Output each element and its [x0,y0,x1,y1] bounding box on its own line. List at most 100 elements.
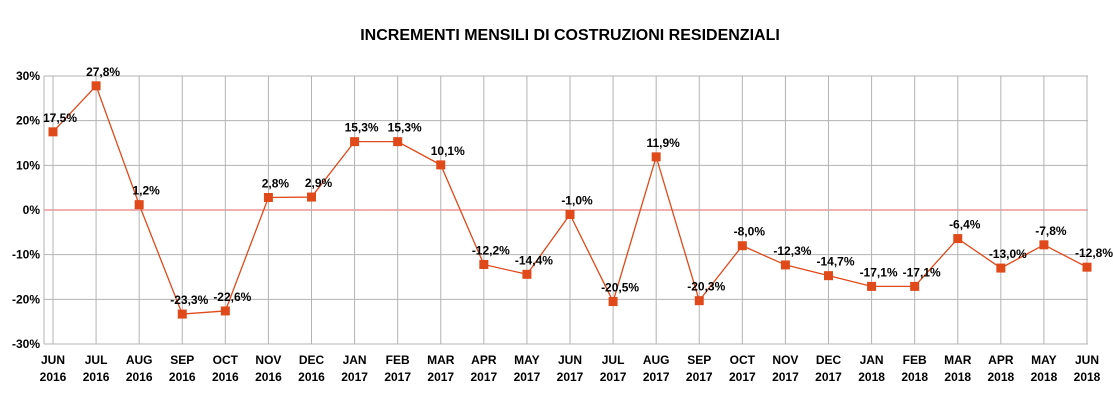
x-tick-label: OCT [213,353,239,367]
data-point [48,127,58,137]
y-tick-label: -10% [12,248,40,262]
y-tick-label: 20% [16,114,40,128]
data-label: -12,3% [773,244,811,258]
data-labels: 17,5% 27,8% 1,2% -23,3% -22,6% 2,8% 2,9% 15,3% 1… [43,65,1113,307]
x-tick-label: DEC [299,353,325,367]
data-point [737,241,747,251]
x-tick-label: 2016 [212,370,239,384]
data-label: -23,3% [170,293,208,307]
data-label: -12,8% [1075,246,1113,260]
x-tick-label: DEC [816,353,842,367]
data-label: -1,0% [561,193,593,207]
x-tick-label: 2016 [83,370,110,384]
data-point [565,209,575,219]
data-point [1039,240,1049,250]
data-point [651,152,661,162]
x-tick-label: 2016 [255,370,282,384]
data-point [780,260,790,270]
x-tick-label: 2017 [686,370,713,384]
y-tick-label: 10% [16,158,40,172]
y-tick-labels: 30% 20% 10% 0% -10% -20% -30% [12,69,40,351]
data-point [91,81,101,91]
data-label: 27,8% [86,65,120,79]
x-tick-label: JAN [343,353,367,367]
x-tick-label: JUL [602,353,625,367]
data-point [608,297,618,307]
x-tick-label: 2017 [341,370,368,384]
x-tick-label: 2017 [772,370,799,384]
x-tick-label: SEP [170,353,194,367]
y-tick-label: 0% [23,203,41,217]
x-tick-label: 2017 [643,370,670,384]
data-label: 1,2% [132,184,160,198]
x-tick-label: MAR [944,353,972,367]
x-tick-labels: JUN 2016 JUL 2016 AUG 2016 SEP 2016 OCT 2016 NOV 20… [40,353,1101,384]
x-tick-label: MAY [514,353,540,367]
x-tick-label: 2017 [470,370,497,384]
data-point [824,271,833,281]
y-tick-label: -30% [12,337,40,351]
x-tick-label: 2018 [901,370,928,384]
x-tick-label: 2017 [557,370,584,384]
data-label: -17,1% [860,265,898,279]
data-label: 15,3% [345,121,379,135]
data-point [953,234,963,244]
data-point [996,263,1006,273]
x-tick-label: JAN [860,353,884,367]
data-label: 2,8% [262,176,290,190]
data-label: -17,1% [903,265,941,279]
x-tick-label: 2017 [514,370,541,384]
x-tick-label: MAY [1031,353,1057,367]
x-tick-label: NOV [255,353,281,367]
y-tick-label: 30% [16,69,40,83]
data-label: 15,3% [388,121,422,135]
x-tick-label: 2018 [987,370,1014,384]
x-tick-label: MAR [427,353,455,367]
data-point [522,269,532,279]
x-tick-label: 2018 [1074,370,1101,384]
data-label: -20,3% [687,280,725,294]
data-point [436,160,446,170]
x-tick-label: FEB [386,353,410,367]
x-tick-label: 2016 [40,370,67,384]
x-tick-label: APR [988,353,1014,367]
x-tick-label: 2016 [298,370,325,384]
x-tick-label: 2018 [858,370,885,384]
x-tick-label: 2017 [427,370,454,384]
data-point [1082,262,1092,272]
x-tick-label: JUN [41,353,65,367]
x-tick-label: 2017 [729,370,756,384]
x-tick-label: NOV [772,353,798,367]
data-point [220,306,230,316]
data-label: -13,0% [989,247,1027,261]
x-tick-label: 2017 [600,370,627,384]
data-point [867,281,877,291]
data-point [177,309,187,319]
data-label: 11,9% [646,136,680,150]
x-tick-label: OCT [730,353,756,367]
y-tick-label: -20% [12,292,40,306]
data-label: -22,6% [213,290,251,304]
data-point [350,137,360,147]
chart-title: INCREMENTI MENSILI DI COSTRUZIONI RESIDE… [360,27,780,44]
data-markers [48,81,1092,319]
x-tick-label: 2017 [384,370,411,384]
x-tick-label: JUN [558,353,582,367]
x-tick-label: 2016 [169,370,196,384]
data-point [910,281,920,291]
x-tick-label: APR [471,353,497,367]
data-label: 2,9% [305,176,333,190]
x-tick-label: JUN [1075,353,1099,367]
x-tick-label: AUG [643,353,670,367]
data-label: -12,2% [472,243,510,257]
x-tick-label: 2017 [815,370,842,384]
x-tick-label: AUG [126,353,153,367]
data-label: -6,4% [949,218,981,232]
data-label: -8,0% [734,225,766,239]
data-label: 10,1% [431,144,465,158]
x-tick-label: 2018 [1031,370,1058,384]
x-tick-label: JUL [85,353,108,367]
data-point [307,192,316,202]
data-point [694,296,704,306]
